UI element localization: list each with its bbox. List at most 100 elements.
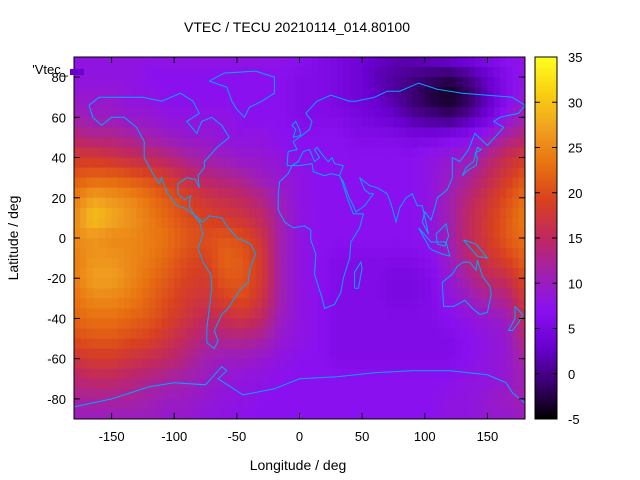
heatmap-cell [130,117,138,128]
y-tick-label: -80 [47,392,66,407]
heatmap-cell [456,288,463,299]
heatmap-cell [142,368,150,380]
heatmap-cell [249,388,257,400]
heatmap-cell [130,167,138,179]
heatmap-cell [512,127,520,139]
heatmap-cell [224,167,232,179]
heatmap-cell [218,87,225,98]
heatmap-cell [380,258,388,269]
heatmap-cell [405,308,413,320]
heatmap-cell [355,268,363,279]
heatmap-cell [224,177,232,189]
heatmap-cell [449,157,457,169]
heatmap-cell [249,278,257,289]
heatmap-cell [318,217,326,229]
heatmap-cell [349,67,357,78]
heatmap-cell [199,177,207,189]
heatmap-cell [280,147,288,159]
heatmap-cell [293,268,301,279]
heatmap-cell [424,87,432,98]
heatmap-cell [324,157,332,169]
heatmap-cell [117,177,125,189]
heatmap-cell [286,227,294,239]
heatmap-cell [249,127,257,139]
heatmap-cell [299,137,307,149]
heatmap-cell [149,378,157,390]
heatmap-cell [449,177,457,189]
heatmap-cell [468,358,476,370]
heatmap-cell [286,67,294,78]
heatmap-cell [193,67,200,78]
heatmap-cell [343,288,351,299]
heatmap-cell [261,157,269,169]
heatmap-cell [280,227,288,239]
heatmap-cell [199,167,207,179]
heatmap-cell [518,258,525,269]
heatmap-cell [487,298,495,309]
heatmap-cell [174,298,182,309]
heatmap-cell [380,278,388,289]
heatmap-cell [305,288,313,299]
heatmap-cell [512,298,520,309]
heatmap-cell [337,97,344,108]
heatmap-cell [330,67,338,78]
heatmap-cell [312,207,319,219]
heatmap-cell [387,147,395,159]
heatmap-cell [337,328,344,340]
heatmap-cell [105,137,113,149]
heatmap-cell [186,388,194,400]
heatmap-cell [161,278,169,289]
heatmap-cell [261,328,269,340]
heatmap-cell [199,378,207,390]
heatmap-cell [280,107,288,118]
heatmap-cell [261,348,269,360]
heatmap-cell [105,288,113,299]
heatmap-cell [337,238,344,249]
heatmap-cell [499,127,507,139]
heatmap-cell [493,207,501,219]
heatmap-cell [205,268,213,279]
heatmap-cell [443,378,451,390]
heatmap-cell [224,288,232,299]
heatmap-cell [124,197,131,209]
heatmap-cell [424,378,432,390]
heatmap-cell [412,187,420,199]
heatmap-cell [405,227,413,239]
heatmap-cell [512,288,520,299]
heatmap-cell [74,318,81,330]
heatmap-cell [405,348,413,360]
heatmap-cell [431,177,438,189]
heatmap-cell [255,127,263,139]
heatmap-cell [224,77,232,88]
heatmap-cell [324,238,332,249]
heatmap-cell [343,388,351,400]
heatmap-cell [161,137,169,149]
heatmap-cell [99,308,106,320]
heatmap-cell [136,127,144,139]
heatmap-cell [399,288,407,299]
heatmap-cell [218,197,225,209]
heatmap-cell [305,117,313,128]
heatmap-cell [362,227,369,239]
heatmap-cell [437,187,445,199]
heatmap-cell [399,137,407,149]
heatmap-cell [355,358,363,370]
heatmap-cell [224,358,232,370]
heatmap-cell [330,97,338,108]
heatmap-cell [199,217,207,229]
heatmap-cell [405,167,413,179]
heatmap-cell [105,328,113,340]
heatmap-cell [424,368,432,380]
heatmap-cell [99,238,106,249]
heatmap-cell [211,127,219,139]
heatmap-cell [243,57,250,68]
heatmap-cell [167,187,175,199]
heatmap-cell [499,147,507,159]
heatmap-cell [161,258,169,269]
heatmap-cell [205,248,213,259]
heatmap-cell [343,157,351,169]
heatmap-cell [261,298,269,309]
heatmap-cell [74,268,81,279]
heatmap-cell [105,207,113,219]
heatmap-cell [142,57,150,68]
